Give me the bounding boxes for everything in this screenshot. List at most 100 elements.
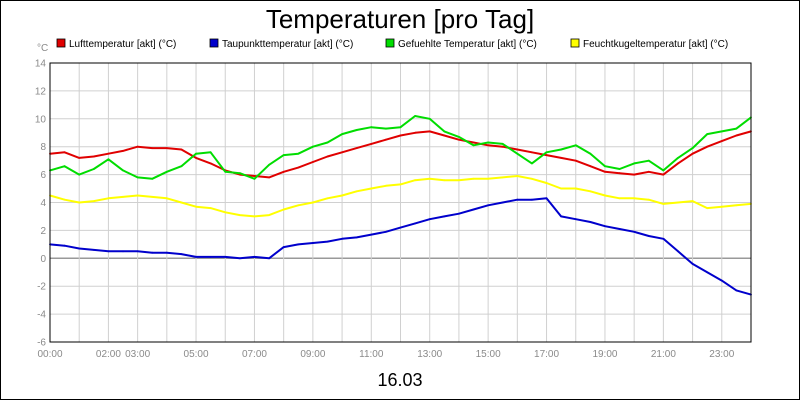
data-point — [706, 145, 709, 148]
legend-item-3: Feuchtkugeltemperatur [akt] (°C) — [570, 38, 728, 50]
x-tick-label: 17:00 — [534, 349, 559, 360]
data-point — [472, 208, 475, 211]
legend-label: Lufttemperatur [akt] (°C) — [69, 39, 176, 50]
data-point — [691, 263, 694, 265]
data-point — [428, 218, 431, 221]
data-point — [414, 131, 416, 134]
data-point — [516, 152, 519, 155]
data-point — [531, 162, 533, 165]
data-point — [516, 198, 519, 201]
data-point — [472, 144, 475, 147]
data-point — [370, 187, 373, 190]
data-point — [224, 256, 227, 258]
data-point — [677, 157, 679, 159]
y-tick-label: -4 — [37, 310, 46, 321]
legend: Lufttemperatur [akt] (°C) Taupunkttempera… — [56, 38, 728, 50]
y-tick-label: 10 — [35, 114, 47, 125]
legend-swatch — [56, 38, 66, 48]
data-point — [312, 145, 314, 148]
data-point — [647, 235, 650, 237]
data-point — [428, 117, 431, 120]
data-point — [545, 182, 548, 184]
data-point — [735, 134, 738, 137]
data-point — [209, 151, 212, 154]
data-point — [180, 148, 183, 151]
data-point — [458, 138, 460, 141]
data-point — [458, 136, 460, 138]
data-point — [312, 242, 314, 244]
data-point — [691, 200, 694, 203]
data-point — [735, 289, 738, 292]
data-point — [706, 271, 709, 274]
x-tick-label: 13:00 — [417, 349, 442, 360]
data-point — [282, 170, 285, 173]
data-point — [487, 144, 489, 147]
y-tick-label: 8 — [40, 142, 46, 153]
data-point — [268, 257, 270, 260]
data-point — [735, 204, 738, 207]
data-point — [531, 151, 533, 154]
data-point — [63, 165, 66, 168]
legend-label: Gefuehlte Temperatur [akt] (°C) — [398, 39, 537, 50]
data-point — [297, 243, 300, 246]
data-point — [282, 208, 285, 211]
data-point — [209, 162, 212, 165]
data-point — [326, 141, 329, 144]
data-point — [385, 138, 387, 141]
x-tick-label: 07:00 — [242, 349, 267, 360]
data-point — [209, 256, 212, 258]
data-point — [458, 212, 460, 215]
data-point — [618, 168, 621, 170]
data-point — [399, 226, 402, 229]
data-point — [487, 204, 489, 207]
data-point — [662, 237, 665, 240]
data-point — [165, 147, 168, 150]
x-tick-label: 05:00 — [184, 349, 209, 360]
data-point — [92, 168, 95, 170]
data-point — [370, 233, 373, 236]
data-point — [662, 173, 665, 176]
data-point — [428, 130, 431, 133]
data-point — [399, 126, 402, 129]
data-point — [604, 194, 606, 197]
data-point — [136, 194, 139, 197]
y-tick-label: 12 — [35, 86, 47, 97]
data-point — [239, 172, 241, 175]
data-point — [414, 222, 416, 225]
data-point — [297, 152, 300, 155]
data-point — [633, 230, 636, 233]
data-point — [545, 197, 548, 200]
data-point — [589, 221, 592, 223]
data-point — [487, 177, 489, 180]
data-point — [136, 250, 139, 253]
data-point — [618, 197, 621, 200]
data-point — [268, 163, 270, 166]
data-point — [604, 165, 606, 168]
data-point — [647, 198, 650, 201]
data-point — [574, 159, 577, 162]
data-point — [531, 177, 533, 180]
data-point — [136, 176, 139, 179]
legend-label: Taupunkttemperatur [akt] (°C) — [222, 39, 353, 50]
data-point — [282, 154, 285, 157]
plot-area — [49, 62, 752, 343]
data-point — [589, 152, 592, 155]
x-tick-label: 15:00 — [476, 349, 501, 360]
data-point — [341, 194, 343, 197]
data-point — [151, 251, 154, 254]
data-point — [341, 133, 343, 136]
data-point — [78, 157, 81, 159]
data-point — [297, 166, 300, 169]
data-point — [501, 145, 504, 148]
data-point — [268, 214, 270, 217]
legend-item-1: Taupunkttemperatur [akt] (°C) — [209, 38, 353, 50]
data-point — [209, 207, 212, 210]
data-point — [516, 175, 519, 177]
y-axis-ticks: -6 -4 -2 0 2 4 6 8 10 12 14 — [35, 59, 47, 349]
legend-swatch — [385, 38, 395, 48]
data-point — [516, 148, 519, 151]
data-point — [720, 205, 723, 208]
data-point — [151, 196, 154, 198]
data-point — [458, 179, 460, 182]
